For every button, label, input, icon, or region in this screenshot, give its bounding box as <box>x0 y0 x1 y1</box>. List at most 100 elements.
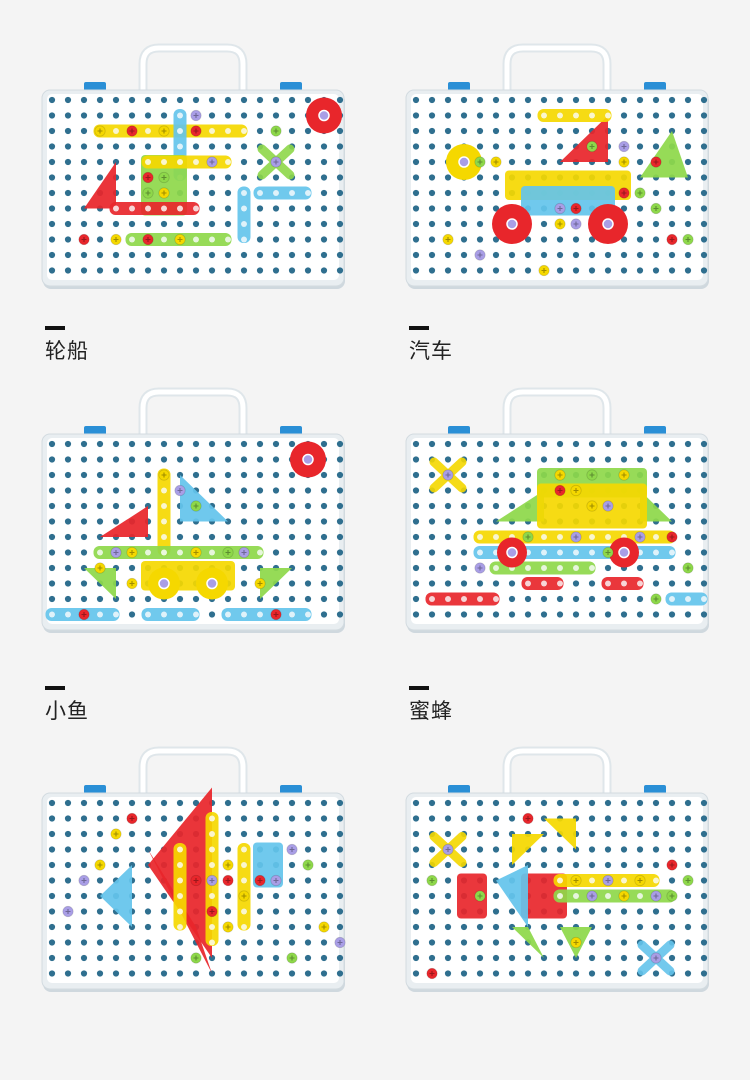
plastic-plate <box>457 873 487 919</box>
screw <box>110 828 122 840</box>
screw <box>190 109 202 122</box>
screw <box>190 546 202 559</box>
pegboard-case <box>41 387 345 633</box>
case-handle-highlight <box>504 45 610 94</box>
wheel-screw <box>506 218 518 230</box>
case-latch <box>84 426 106 435</box>
screw <box>142 187 154 199</box>
screw <box>158 125 170 137</box>
screw <box>270 608 282 621</box>
screw <box>570 218 582 230</box>
pegboard-car-top <box>402 42 712 292</box>
screw <box>94 562 106 574</box>
screw <box>270 156 282 168</box>
screw <box>158 469 170 481</box>
screw <box>634 874 646 887</box>
screw <box>586 140 598 153</box>
screw <box>554 202 566 215</box>
screw <box>142 171 154 184</box>
screw <box>554 484 566 497</box>
screw <box>126 812 138 825</box>
case-handle <box>138 387 248 438</box>
wheel-screw <box>602 218 614 230</box>
screw <box>238 546 250 559</box>
screw <box>334 936 346 949</box>
plastic-plate <box>521 186 615 216</box>
pegboard-car <box>402 386 712 636</box>
screw <box>602 546 614 559</box>
screw <box>682 233 694 246</box>
screw <box>666 233 678 246</box>
screw <box>682 562 694 574</box>
plastic-triangle <box>84 568 116 599</box>
screw <box>570 874 582 887</box>
case-handle <box>502 43 612 94</box>
screw <box>206 874 218 887</box>
screw <box>570 531 582 543</box>
screw <box>602 874 614 887</box>
plastic-strip <box>157 468 171 556</box>
screw <box>474 890 486 902</box>
caption-bar <box>409 326 429 330</box>
pegboard-case <box>41 746 346 992</box>
plastic-strip <box>173 843 187 931</box>
case-latch <box>280 426 302 435</box>
case-latch <box>644 785 666 794</box>
plastic-strip <box>553 889 676 903</box>
caption-bar <box>45 326 65 330</box>
plastic-triangle <box>560 115 608 162</box>
wheel-screw <box>302 453 314 466</box>
screw <box>666 859 678 871</box>
screw <box>62 905 74 918</box>
wheel-screw <box>506 546 518 559</box>
screw <box>426 874 438 887</box>
pegboard-case <box>41 43 345 289</box>
screw <box>222 859 234 871</box>
plastic-strip <box>237 843 251 931</box>
screw <box>78 233 90 246</box>
screw <box>570 936 582 949</box>
screw <box>286 843 298 856</box>
screw <box>442 469 454 481</box>
screw <box>206 156 218 168</box>
screw <box>270 125 282 137</box>
screw <box>618 140 630 153</box>
pegboard-ship <box>38 386 348 636</box>
screw <box>618 469 630 481</box>
plastic-triangle <box>640 490 672 522</box>
screw <box>126 577 138 590</box>
screw <box>618 156 630 168</box>
plastic-triangle <box>100 506 148 537</box>
pegboard-helicopter <box>38 42 348 292</box>
screw <box>126 125 138 137</box>
screw <box>522 812 534 825</box>
screw <box>190 500 202 512</box>
plastic-triangle <box>640 131 688 178</box>
plastic-triangle <box>496 490 544 522</box>
screw <box>650 952 662 964</box>
caption-label: 小鱼 <box>45 699 89 723</box>
plastic-triangle <box>260 568 292 599</box>
screw <box>634 187 646 199</box>
screw <box>158 187 170 199</box>
case-handle-highlight <box>504 389 610 438</box>
screw <box>586 890 598 902</box>
screw <box>318 921 330 933</box>
caption-bar <box>45 686 65 690</box>
screw <box>174 484 186 497</box>
wheel-screw <box>618 546 630 559</box>
plastic-triangle <box>512 834 544 865</box>
wheel-screw <box>158 577 170 590</box>
plastic-strip <box>141 608 200 621</box>
screw <box>586 469 598 481</box>
screw <box>158 171 170 184</box>
screw <box>94 859 106 871</box>
caption-label: 蜜蜂 <box>409 699 453 723</box>
plastic-triangle <box>100 865 132 927</box>
caption-label: 汽车 <box>409 339 453 363</box>
screw <box>302 859 314 871</box>
screw <box>222 874 234 887</box>
screw <box>650 890 662 902</box>
case-handle <box>138 746 248 797</box>
screw <box>190 952 202 964</box>
